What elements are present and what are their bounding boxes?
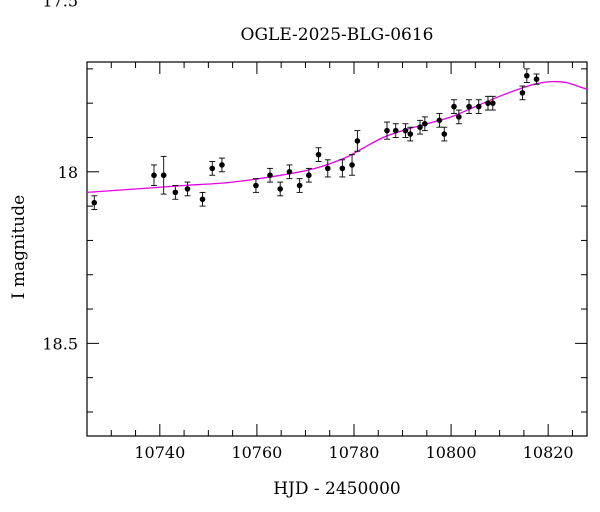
data-point (441, 131, 448, 137)
data-point (519, 90, 526, 96)
data-point (184, 186, 191, 192)
x-tick-label: 10780 (329, 443, 380, 462)
chart-title: OGLE-2025-BLG-0616 (241, 25, 434, 45)
data-point (422, 120, 428, 127)
data-point (91, 199, 98, 206)
y-tick-label: 17.5 (42, 0, 78, 10)
plot-area: 10740 10760 10780 10800 10820 17.5 18 18.5 (42, 0, 588, 462)
y-axis-title: I magnitude (9, 195, 29, 299)
data-point (324, 165, 331, 172)
data-point (160, 172, 167, 179)
data-point (407, 131, 414, 137)
data-point (417, 124, 423, 130)
data-point (277, 186, 284, 192)
data-point (349, 162, 355, 168)
y-tick-label: 18.5 (42, 334, 78, 353)
model-curve (86, 80, 588, 194)
data-point (172, 189, 179, 196)
data-point (392, 127, 399, 134)
data-point (524, 72, 530, 79)
x-tick-label: 10820 (523, 443, 574, 462)
y-tick-label: 18 (58, 163, 78, 182)
data-point (384, 127, 390, 134)
x-tick-label: 10740 (134, 443, 185, 462)
x-axis-title: HJD - 2450000 (273, 479, 401, 499)
data-point (296, 182, 303, 189)
data-point (354, 138, 361, 144)
data-point (315, 151, 322, 158)
data-point (490, 100, 496, 106)
data-point (219, 162, 225, 168)
data-point (253, 182, 259, 189)
data-point (466, 103, 472, 110)
data-point (306, 172, 312, 179)
x-tick-label: 10760 (231, 443, 282, 462)
data-point (456, 114, 462, 120)
data-point (436, 117, 443, 124)
data-point (199, 196, 206, 203)
data-point (533, 76, 540, 82)
data-point (451, 103, 457, 110)
data-point (475, 103, 482, 110)
x-tick-label: 10800 (426, 443, 477, 462)
data-point (267, 172, 273, 179)
data-point (402, 127, 409, 134)
data-point (151, 172, 157, 179)
data-point (485, 100, 491, 106)
data-point (339, 165, 346, 172)
data-point (286, 168, 293, 175)
plot-frame (86, 61, 588, 437)
data-point (209, 165, 216, 172)
